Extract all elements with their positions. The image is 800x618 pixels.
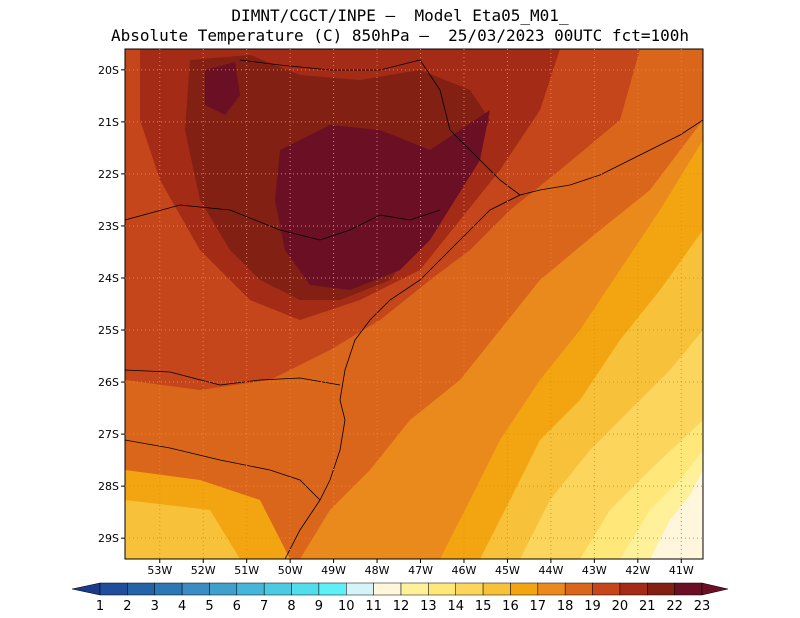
lon-tick-label: 53W: [147, 564, 172, 577]
lon-tick-label: 47W: [408, 564, 433, 577]
colorbar-label: 16: [502, 599, 519, 614]
colorbar-label: 19: [584, 599, 601, 614]
colorbar-arrow-low: [71, 582, 101, 596]
colorbar-label: 21: [639, 599, 656, 614]
lat-tick-label: 29S: [98, 532, 119, 545]
colorbar-label: 17: [530, 599, 547, 614]
colorbar-segment: [263, 582, 292, 596]
colorbar-segment: [291, 582, 320, 596]
colorbar-label: 11: [365, 599, 382, 614]
colorbar-segment: [428, 582, 456, 596]
lon-tick-label: 49W: [321, 564, 346, 577]
lon-tick-label: 42W: [625, 564, 650, 577]
lat-tick-label: 26S: [98, 376, 119, 389]
colorbar-arrow-high: [701, 582, 729, 596]
colorbar-label: 15: [475, 599, 492, 614]
colorbar-label: 8: [287, 599, 295, 614]
colorbar-label: 14: [447, 599, 464, 614]
temperature-field: [125, 49, 703, 559]
colorbar-label: 3: [151, 599, 159, 614]
lon-tick-label: 52W: [191, 564, 216, 577]
lat-tick-label: 21S: [98, 116, 119, 129]
lon-tick-label: 43W: [582, 564, 607, 577]
latitude-ticks: 20S 21S 22S 23S 24S 25S 26S 27S 28S 29S: [98, 64, 125, 545]
colorbar-segment: [647, 582, 675, 596]
colorbar-segment: [127, 582, 155, 596]
lon-tick-label: 50W: [278, 564, 303, 577]
lon-tick-label: 45W: [495, 564, 520, 577]
colorbar-label: 7: [260, 599, 268, 614]
colorbar: 1 2 3 4 5 6 7 8 9 10 11 12 13 14 15 16 17 18 19 20 21 22 23: [71, 582, 729, 614]
lon-tick-label: 46W: [452, 564, 477, 577]
colorbar-segment: [209, 582, 238, 596]
colorbar-segment: [510, 582, 539, 596]
lat-tick-label: 22S: [98, 168, 119, 181]
colorbar-label: 13: [420, 599, 437, 614]
colorbar-segment: [154, 582, 183, 596]
colorbar-label: 10: [338, 599, 355, 614]
colorbar-segment: [181, 582, 210, 596]
colorbar-label: 18: [557, 599, 574, 614]
colorbar-label: 9: [315, 599, 323, 614]
colorbar-segment: [346, 582, 374, 596]
colorbar-segment: [564, 582, 593, 596]
colorbar-label: 12: [393, 599, 410, 614]
colorbar-segment: [400, 582, 429, 596]
lat-tick-label: 25S: [98, 324, 119, 337]
lat-tick-label: 20S: [98, 64, 119, 77]
lon-tick-label: 41W: [669, 564, 694, 577]
graticule: [125, 49, 703, 559]
lat-tick-label: 23S: [98, 220, 119, 233]
lon-tick-label: 44W: [538, 564, 563, 577]
colorbar-segment: [482, 582, 511, 596]
colorbar-segment: [674, 582, 703, 596]
colorbar-segment: [592, 582, 621, 596]
lon-tick-label: 48W: [365, 564, 390, 577]
colorbar-label: 22: [666, 599, 683, 614]
lat-tick-label: 24S: [98, 272, 119, 285]
colorbar-segment: [236, 582, 265, 596]
colorbar-segment: [537, 582, 566, 596]
colorbar-segment: [99, 582, 128, 596]
colorbar-label: 23: [694, 599, 711, 614]
plot-frame: [124, 48, 704, 560]
colorbar-segment: [373, 582, 402, 596]
lat-tick-label: 27S: [98, 428, 119, 441]
coastline: [125, 59, 703, 559]
map-title-line2: Absolute Temperature (C) 850hPa – 25/03/…: [111, 26, 689, 45]
map-title-line1: DIMNT/CGCT/INPE – Model Eta05_M01_: [231, 6, 569, 25]
colorbar-label: 5: [205, 599, 213, 614]
colorbar-label: 1: [96, 599, 104, 614]
lon-tick-label: 51W: [234, 564, 259, 577]
colorbar-segment: [455, 582, 484, 596]
colorbar-label: 4: [178, 599, 186, 614]
colorbar-segment: [619, 582, 648, 596]
lat-tick-label: 28S: [98, 480, 119, 493]
colorbar-label: 20: [612, 599, 629, 614]
colorbar-label: 6: [233, 599, 241, 614]
colorbar-segment: [318, 582, 347, 596]
colorbar-label: 2: [123, 599, 131, 614]
longitude-ticks: 53W 52W 51W 50W 49W 48W 47W 46W 45W 44W 43W 42W 41W: [147, 559, 694, 577]
